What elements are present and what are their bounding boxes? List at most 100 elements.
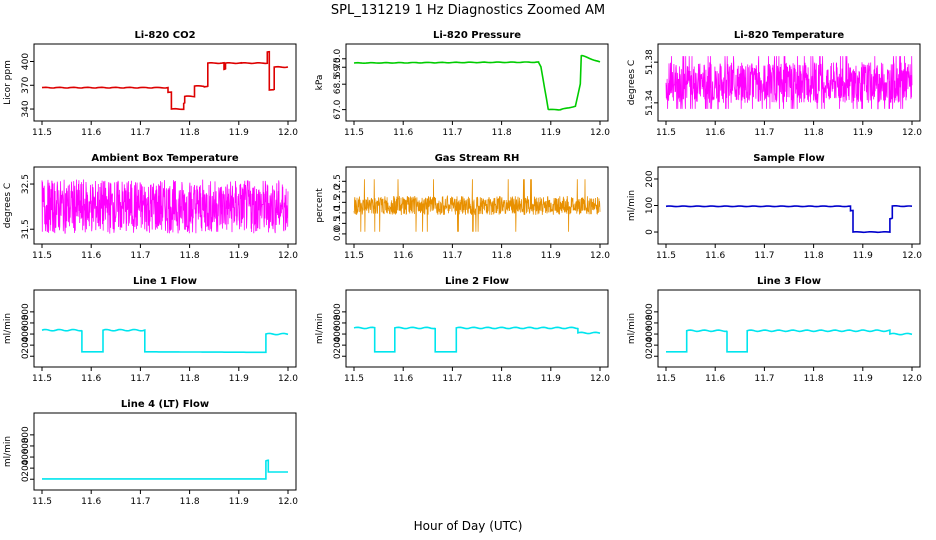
panel-8: Line 3 Flow ml/min 11.5 11.6 11.7 11.8 11.9 12.… [627, 276, 922, 384]
panel-title: Li-820 CO2 [134, 30, 195, 41]
x-tick-label: 11.5 [344, 128, 364, 138]
y-tick-label: 51.38 [645, 49, 655, 75]
series-group [42, 459, 288, 480]
series-line [665, 205, 913, 234]
y-tick-label: 400 [21, 53, 31, 70]
panel-1: Li-820 Pressure kPa 11.5 11.6 11.7 11.8 11.9 12… [315, 30, 610, 138]
y-tick-label: 2.0 [333, 184, 343, 199]
series-line [353, 326, 601, 353]
x-tick-label: 12.0 [278, 251, 298, 261]
y-tick-label: 370 [21, 76, 31, 93]
x-tick-label: 11.6 [705, 251, 725, 261]
x-tick-label: 11.8 [804, 374, 824, 384]
x-tick-label: 11.7 [754, 251, 774, 261]
y-tick-label: 600 [333, 314, 343, 331]
x-tick-label: 11.5 [32, 251, 52, 261]
y-axis-label: ml/min [315, 313, 325, 344]
series-line [41, 328, 289, 354]
y-tick-label: 600 [645, 314, 655, 331]
panel-5: Sample Flow ml/min 11.5 11.6 11.7 11.8 11.9 12.… [627, 153, 922, 261]
x-tick-label: 11.9 [229, 374, 249, 384]
x-tick-label: 11.6 [81, 251, 101, 261]
x-tick-label: 11.5 [656, 128, 676, 138]
y-tick-label: 800 [21, 426, 31, 443]
series-line [42, 459, 288, 480]
plot-frame [33, 43, 297, 122]
y-tick-label: 800 [21, 303, 31, 320]
series-group [665, 205, 913, 234]
y-tick-label: 600 [21, 314, 31, 331]
plot-frame [33, 166, 297, 245]
y-tick-label: 0 [21, 476, 31, 482]
series-line [665, 56, 913, 110]
plot-frame [657, 289, 921, 368]
x-tick-label: 11.9 [853, 374, 873, 384]
y-tick-label: 0.0 [333, 226, 343, 241]
x-tick-label: 11.6 [393, 128, 413, 138]
y-tick-label: 31.5 [21, 219, 31, 239]
y-tick-label: 1.5 [333, 195, 343, 209]
x-tick-label: 11.5 [32, 497, 52, 507]
plot-frame [345, 289, 609, 368]
x-tick-label: 11.9 [853, 251, 873, 261]
plot-frame [657, 43, 921, 122]
panel-title: Line 2 Flow [445, 276, 509, 287]
x-tick-label: 12.0 [278, 497, 298, 507]
panel-title: Line 4 (LT) Flow [121, 399, 209, 410]
x-tick-label: 11.7 [130, 251, 150, 261]
panel-title: Line 1 Flow [133, 276, 197, 287]
y-axis-label: degrees C [3, 183, 13, 228]
panel-3: Ambient Box Temperature degrees C 11.5 11.6… [3, 153, 298, 261]
y-tick-label: 1.0 [333, 205, 343, 220]
x-tick-label: 11.8 [180, 128, 200, 138]
y-tick-label: 400 [21, 448, 31, 465]
x-tick-label: 11.8 [804, 251, 824, 261]
plot-frame [345, 166, 609, 245]
panel-title: Gas Stream RH [435, 153, 520, 164]
x-tick-label: 11.5 [656, 374, 676, 384]
x-tick-label: 11.8 [180, 251, 200, 261]
y-tick-label: 200 [645, 170, 655, 187]
panel-title: Li-820 Temperature [734, 30, 844, 41]
series-group [666, 329, 913, 353]
panel-9: Line 4 (LT) Flow ml/min 11.5 11.6 11.7 11.8 11… [3, 399, 298, 507]
x-tick-label: 11.7 [754, 128, 774, 138]
y-tick-label: 2.5 [333, 174, 343, 188]
y-axis-label: ml/min [627, 190, 637, 221]
x-tick-label: 11.5 [656, 251, 676, 261]
x-tick-label: 11.6 [705, 374, 725, 384]
x-tick-label: 11.7 [130, 128, 150, 138]
series-line [353, 179, 601, 232]
x-tick-label: 12.0 [902, 374, 922, 384]
x-tick-label: 11.5 [32, 128, 52, 138]
x-tick-label: 11.9 [229, 497, 249, 507]
figure-xlabel: Hour of Day (UTC) [414, 519, 523, 533]
figure-title: SPL_131219 1 Hz Diagnostics Zoomed AM [331, 3, 605, 18]
x-tick-label: 11.9 [229, 128, 249, 138]
y-tick-label: 400 [333, 325, 343, 342]
y-tick-label: 200 [21, 459, 31, 476]
series-group [353, 54, 601, 111]
series-line [41, 50, 289, 111]
y-tick-label: 51.34 [645, 90, 655, 116]
panel-6: Line 1 Flow ml/min 11.5 11.6 11.7 11.8 11.9 12.… [3, 276, 298, 384]
y-axis-label: percent [315, 188, 325, 223]
y-tick-label: 200 [645, 336, 655, 353]
y-tick-label: 69.5 [333, 57, 343, 77]
x-tick-label: 11.7 [754, 374, 774, 384]
x-tick-label: 12.0 [278, 128, 298, 138]
y-axis-label: ml/min [627, 313, 637, 344]
y-axis-label: kPa [315, 75, 325, 91]
x-tick-label: 12.0 [278, 374, 298, 384]
x-tick-label: 12.0 [590, 128, 610, 138]
x-tick-label: 11.6 [705, 128, 725, 138]
panel-title: Ambient Box Temperature [91, 153, 238, 164]
y-axis-label: degrees C [627, 60, 637, 105]
y-tick-label: 200 [333, 336, 343, 353]
x-tick-label: 11.9 [541, 251, 561, 261]
x-tick-label: 11.7 [130, 497, 150, 507]
y-tick-label: 340 [21, 100, 31, 117]
x-tick-label: 12.0 [590, 374, 610, 384]
x-tick-label: 12.0 [590, 251, 610, 261]
